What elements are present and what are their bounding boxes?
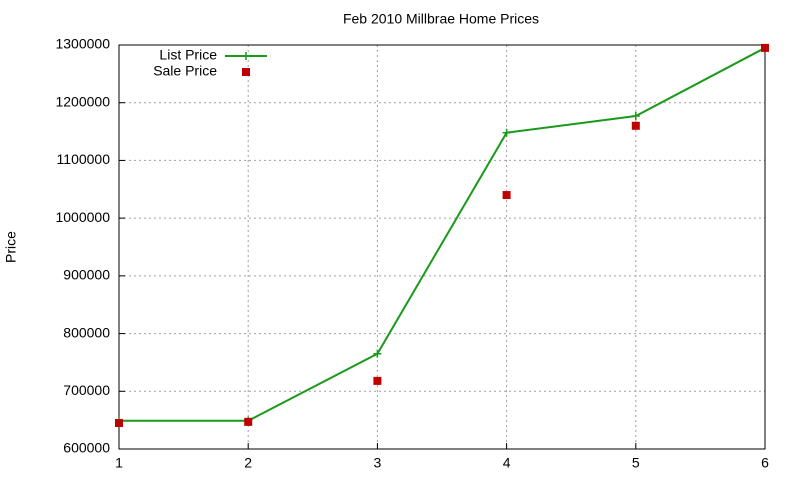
y-tick-label: 700000 bbox=[63, 382, 110, 398]
plot-border bbox=[118, 44, 766, 450]
x-tick-label: 4 bbox=[503, 455, 511, 471]
y-tick-label: 1100000 bbox=[57, 151, 111, 167]
x-tick-label: 5 bbox=[632, 455, 640, 471]
marker bbox=[502, 128, 511, 137]
marker bbox=[631, 111, 640, 120]
x-tick-label: 2 bbox=[244, 455, 252, 471]
x-tick-label: 3 bbox=[374, 455, 382, 471]
marker bbox=[373, 376, 382, 385]
y-tick-label: 600000 bbox=[63, 440, 110, 456]
legend-marker bbox=[242, 52, 250, 60]
marker bbox=[761, 43, 769, 52]
y-tick-label: 1000000 bbox=[55, 209, 110, 225]
y-tick-label: 1300000 bbox=[55, 36, 110, 52]
legend-marker bbox=[242, 68, 250, 76]
y-tick-label: 1200000 bbox=[55, 93, 110, 109]
x-tick-label: 6 bbox=[761, 455, 769, 471]
marker bbox=[115, 419, 123, 428]
marker bbox=[373, 349, 382, 358]
chart-title: Feb 2010 Millbrae Home Prices bbox=[343, 11, 539, 27]
legend-label: List Price bbox=[159, 47, 217, 63]
series-line bbox=[119, 47, 766, 422]
marker bbox=[244, 417, 253, 426]
x-tick-label: 1 bbox=[115, 455, 123, 471]
marker bbox=[502, 191, 511, 200]
legend-label: Sale Price bbox=[153, 63, 217, 79]
y-axis-label: Price bbox=[3, 231, 19, 263]
y-tick-label: 900000 bbox=[63, 267, 110, 283]
marker bbox=[631, 121, 640, 130]
y-tick-label: 800000 bbox=[63, 324, 110, 340]
